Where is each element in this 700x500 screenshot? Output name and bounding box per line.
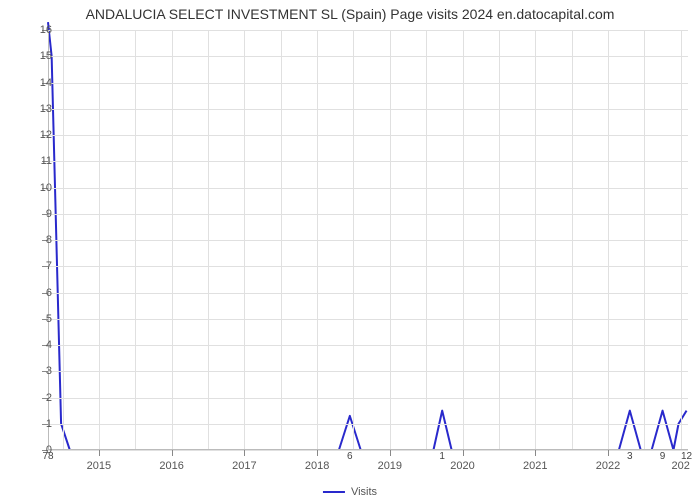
y-axis-label: 4 <box>12 339 52 351</box>
gridline-horizontal <box>48 345 688 346</box>
data-point-label: 1 <box>439 451 445 462</box>
chart-plot-area <box>48 30 688 450</box>
legend-label: Visits <box>351 486 377 498</box>
x-axis-label: 2016 <box>159 460 183 472</box>
gridline-horizontal <box>48 30 688 31</box>
y-axis-label: 11 <box>12 155 52 167</box>
y-axis-label: 14 <box>12 77 52 89</box>
x-tick <box>535 450 536 456</box>
x-axis-label: 2019 <box>378 460 402 472</box>
data-point-label: 6 <box>347 451 353 462</box>
x-tick <box>317 450 318 456</box>
x-axis-label: 2020 <box>450 460 474 472</box>
x-tick <box>390 450 391 456</box>
y-axis-label: 15 <box>12 50 52 62</box>
gridline-horizontal <box>48 424 688 425</box>
x-tick <box>608 450 609 456</box>
y-axis-label: 12 <box>12 129 52 141</box>
gridline-horizontal <box>48 214 688 215</box>
gridline-horizontal <box>48 83 688 84</box>
gridline-horizontal <box>48 56 688 57</box>
y-axis-label: 2 <box>12 392 52 404</box>
y-axis-label: 7 <box>12 260 52 272</box>
gridline-horizontal <box>48 319 688 320</box>
x-axis-label: 2015 <box>87 460 111 472</box>
y-axis-label: 3 <box>12 365 52 377</box>
gridline-horizontal <box>48 109 688 110</box>
gridline-horizontal <box>48 450 688 451</box>
y-axis-label: 9 <box>12 208 52 220</box>
gridline-horizontal <box>48 398 688 399</box>
data-point-label: 3 <box>627 451 633 462</box>
x-axis-label: 2018 <box>305 460 329 472</box>
x-tick <box>244 450 245 456</box>
gridline-horizontal <box>48 266 688 267</box>
y-axis-label: 5 <box>12 313 52 325</box>
x-axis <box>48 449 688 450</box>
y-axis-label: 6 <box>12 287 52 299</box>
y-axis-label: 16 <box>12 24 52 36</box>
y-axis-label: 1 <box>12 418 52 430</box>
gridline-horizontal <box>48 188 688 189</box>
x-axis-label: 2022 <box>596 460 620 472</box>
y-axis-label: 8 <box>12 234 52 246</box>
gridline-horizontal <box>48 161 688 162</box>
gridline-horizontal <box>48 135 688 136</box>
x-tick <box>463 450 464 456</box>
data-point-label: 12 <box>681 451 692 462</box>
chart-title: ANDALUCIA SELECT INVESTMENT SL (Spain) P… <box>0 0 700 22</box>
x-tick <box>172 450 173 456</box>
data-point-label: 9 <box>660 451 666 462</box>
x-axis-label: 2021 <box>523 460 547 472</box>
legend: Visits <box>323 486 377 498</box>
data-point-label: 78 <box>42 451 53 462</box>
gridline-horizontal <box>48 240 688 241</box>
y-axis-label: 13 <box>12 103 52 115</box>
y-axis-label: 10 <box>12 182 52 194</box>
x-axis-label: 2017 <box>232 460 256 472</box>
x-tick <box>99 450 100 456</box>
gridline-horizontal <box>48 371 688 372</box>
gridline-horizontal <box>48 293 688 294</box>
chart-container: ANDALUCIA SELECT INVESTMENT SL (Spain) P… <box>0 0 700 500</box>
legend-swatch <box>323 491 345 493</box>
